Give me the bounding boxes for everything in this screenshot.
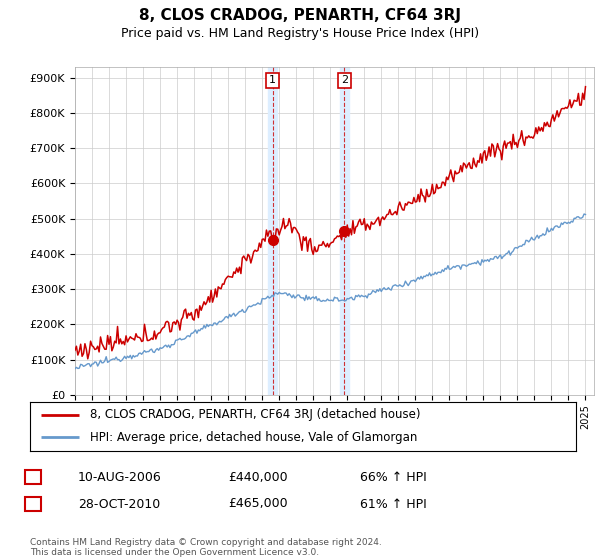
Text: 8, CLOS CRADOG, PENARTH, CF64 3RJ: 8, CLOS CRADOG, PENARTH, CF64 3RJ xyxy=(139,8,461,24)
Text: 28-OCT-2010: 28-OCT-2010 xyxy=(78,497,160,511)
Text: Price paid vs. HM Land Registry's House Price Index (HPI): Price paid vs. HM Land Registry's House … xyxy=(121,27,479,40)
Bar xyxy=(340,67,349,395)
Text: 61% ↑ HPI: 61% ↑ HPI xyxy=(360,497,427,511)
Bar xyxy=(268,67,277,395)
Text: 8, CLOS CRADOG, PENARTH, CF64 3RJ (detached house): 8, CLOS CRADOG, PENARTH, CF64 3RJ (detac… xyxy=(90,408,421,421)
Text: 2: 2 xyxy=(341,76,348,85)
Text: £465,000: £465,000 xyxy=(228,497,287,511)
Text: 2: 2 xyxy=(29,497,38,511)
Text: 1: 1 xyxy=(269,76,276,85)
Text: Contains HM Land Registry data © Crown copyright and database right 2024.
This d: Contains HM Land Registry data © Crown c… xyxy=(30,538,382,557)
Text: HPI: Average price, detached house, Vale of Glamorgan: HPI: Average price, detached house, Vale… xyxy=(90,431,418,444)
Text: 66% ↑ HPI: 66% ↑ HPI xyxy=(360,470,427,484)
Text: £440,000: £440,000 xyxy=(228,470,287,484)
Text: 10-AUG-2006: 10-AUG-2006 xyxy=(78,470,162,484)
Text: 1: 1 xyxy=(29,470,38,484)
